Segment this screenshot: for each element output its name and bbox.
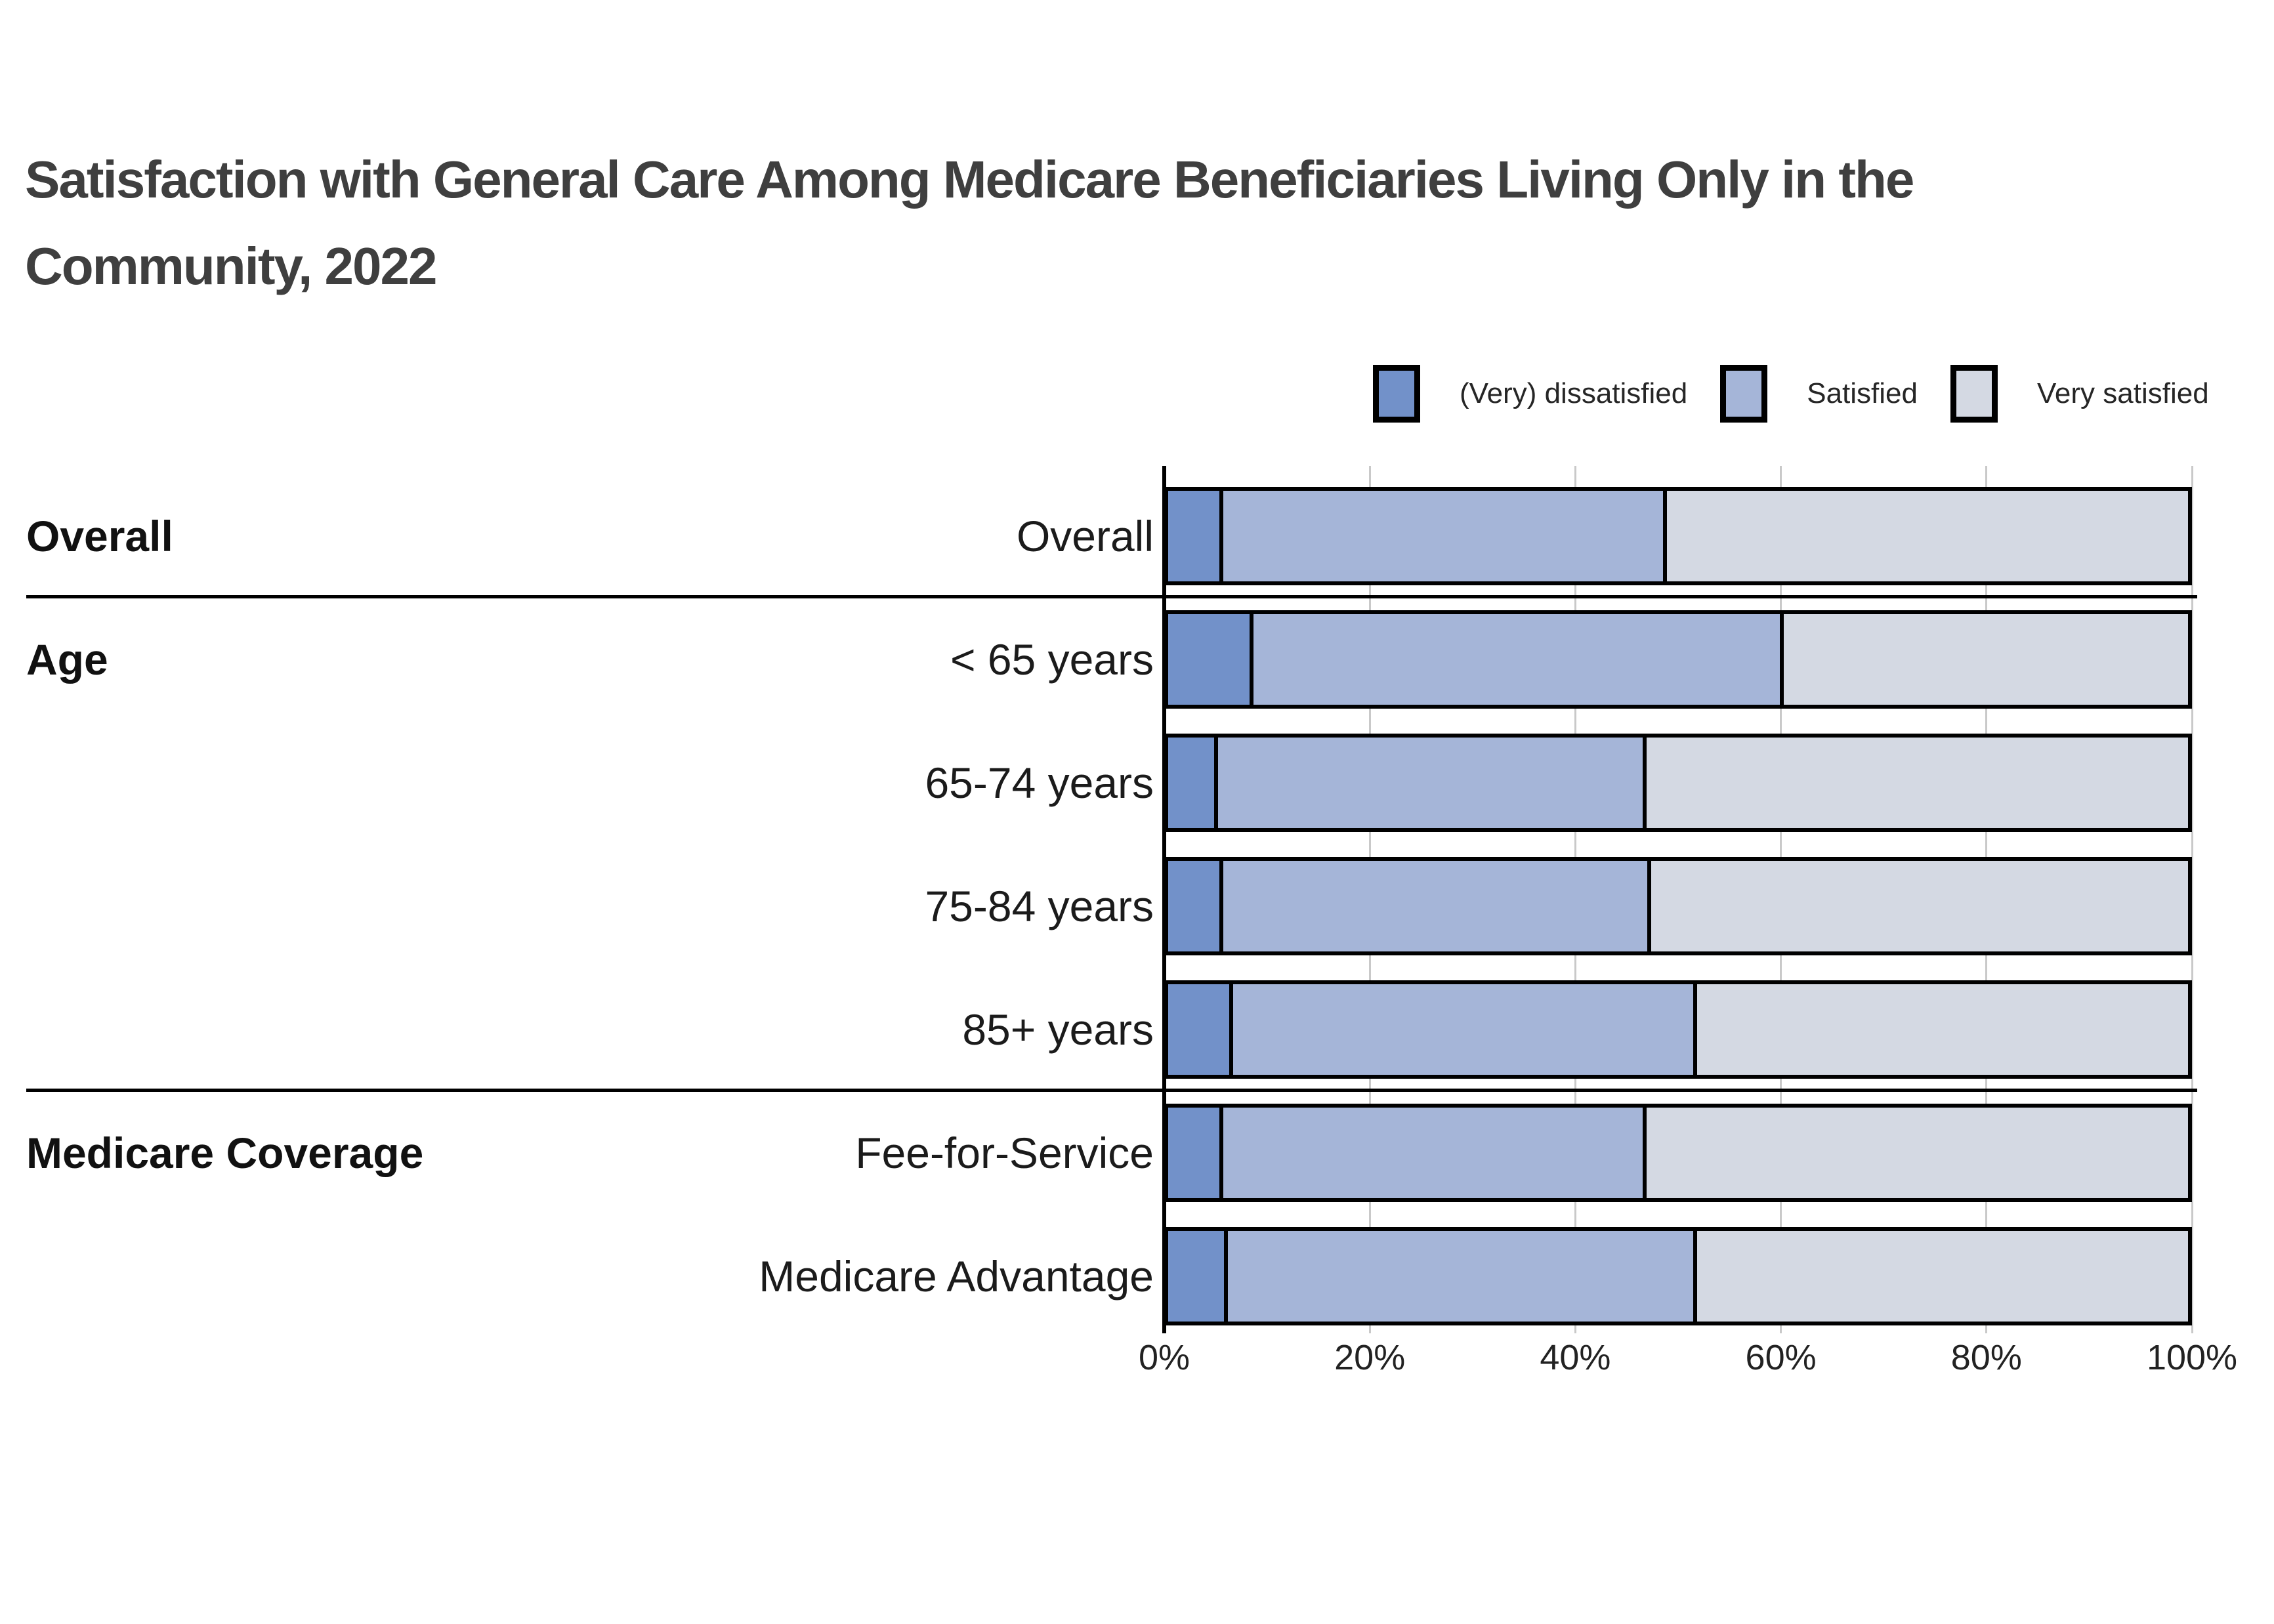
bar-row-fee-for-service — [1164, 1104, 2192, 1202]
group-separator-2 — [26, 1089, 2197, 1092]
bar-segment-very-dissatisfied-65-74-years[interactable] — [1168, 738, 1214, 828]
bar-segment-very-satisfied-65-74-years[interactable] — [1642, 738, 2188, 828]
bar-segment-very-dissatisfied-75-84-years[interactable] — [1168, 861, 1219, 951]
legend-item-satisfied[interactable]: Satisfied — [1720, 365, 1918, 423]
bar-row-medicare-advantage — [1164, 1227, 2192, 1325]
bar-segment-very-dissatisfied-85-years[interactable] — [1168, 984, 1230, 1075]
tick-label-80: 80% — [1950, 1338, 2022, 1377]
chart-title-line-1: Satisfaction with General Care Among Med… — [25, 150, 1914, 209]
bar-segment-very-satisfied-medicare-advantage[interactable] — [1693, 1231, 2188, 1322]
bar-segment-very-dissatisfied-fee-for-service[interactable] — [1168, 1108, 1219, 1198]
bar-segment-satisfied-medicare-advantage[interactable] — [1224, 1231, 1694, 1322]
legend-item-very-satisfied[interactable]: Very satisfied — [1950, 365, 2209, 423]
tick-label-0: 0% — [1138, 1338, 1190, 1377]
bar-segment-very-satisfied-75-84-years[interactable] — [1647, 861, 2188, 951]
legend-swatch-satisfied — [1720, 365, 1768, 423]
tick-label-20: 20% — [1334, 1338, 1406, 1377]
row-label-fee-for-service: Fee-for-Service — [855, 1129, 1154, 1177]
bar-segment-very-satisfied-overall[interactable] — [1662, 491, 2188, 581]
bar-segment-satisfied-65-74-years[interactable] — [1213, 738, 1643, 828]
row-label-medicare-advantage: Medicare Advantage — [759, 1252, 1154, 1301]
legend: (Very) dissatisfied Satisfied Very satisfi… — [1373, 365, 2209, 423]
group-label-medicare-coverage: Medicare Coverage — [26, 1129, 424, 1177]
legend-item-label: (Very) dissatisfied — [1460, 377, 1688, 409]
bar-segment-very-dissatisfied-overall[interactable] — [1168, 491, 1219, 581]
group-label-overall: Overall — [26, 512, 173, 560]
row-label-overall: Overall — [1016, 512, 1154, 560]
bar-segment-very-satisfied-85-years[interactable] — [1693, 984, 2188, 1075]
legend-item-very-dissatisfied[interactable]: (Very) dissatisfied — [1373, 365, 1687, 423]
bar-segment-satisfied-fee-for-service[interactable] — [1219, 1108, 1643, 1198]
gridline-100 — [2191, 466, 2193, 1333]
bar-row-85-years — [1164, 980, 2192, 1079]
bar-segment-satisfied-75-84-years[interactable] — [1219, 861, 1648, 951]
bar-row-65-74-years — [1164, 734, 2192, 832]
tick-label-60: 60% — [1745, 1338, 1817, 1377]
bar-segment-very-dissatisfied-medicare-advantage[interactable] — [1168, 1231, 1225, 1322]
bar-row-overall — [1164, 487, 2192, 585]
bar-segment-satisfied-65-years[interactable] — [1250, 614, 1780, 705]
legend-swatch-very-satisfied — [1950, 365, 1998, 423]
group-separator-1 — [26, 595, 2197, 598]
tick-label-40: 40% — [1540, 1338, 1611, 1377]
group-label-age: Age — [26, 635, 108, 684]
row-label-65-74-years: 65-74 years — [925, 759, 1154, 807]
bar-segment-very-satisfied-65-years[interactable] — [1780, 614, 2188, 705]
bar-segment-very-satisfied-fee-for-service[interactable] — [1642, 1108, 2188, 1198]
legend-item-label: Satisfied — [1807, 377, 1918, 409]
row-label-75-84-years: 75-84 years — [925, 882, 1154, 930]
row-label-85-years: 85+ years — [962, 1005, 1154, 1054]
bar-segment-very-dissatisfied-65-years[interactable] — [1168, 614, 1250, 705]
bar-row-65-years — [1164, 610, 2192, 709]
legend-item-label: Very satisfied — [2037, 377, 2209, 409]
chart-title: Satisfaction with General Care Among Med… — [25, 136, 1914, 310]
bar-segment-satisfied-85-years[interactable] — [1229, 984, 1694, 1075]
bar-segment-satisfied-overall[interactable] — [1219, 491, 1663, 581]
chart-title-line-2: Community, 2022 — [25, 237, 437, 295]
bar-row-75-84-years — [1164, 857, 2192, 955]
row-label-65-years: < 65 years — [950, 635, 1154, 684]
tick-label-100: 100% — [2146, 1338, 2238, 1377]
legend-swatch-very-dissatisfied — [1373, 365, 1420, 423]
